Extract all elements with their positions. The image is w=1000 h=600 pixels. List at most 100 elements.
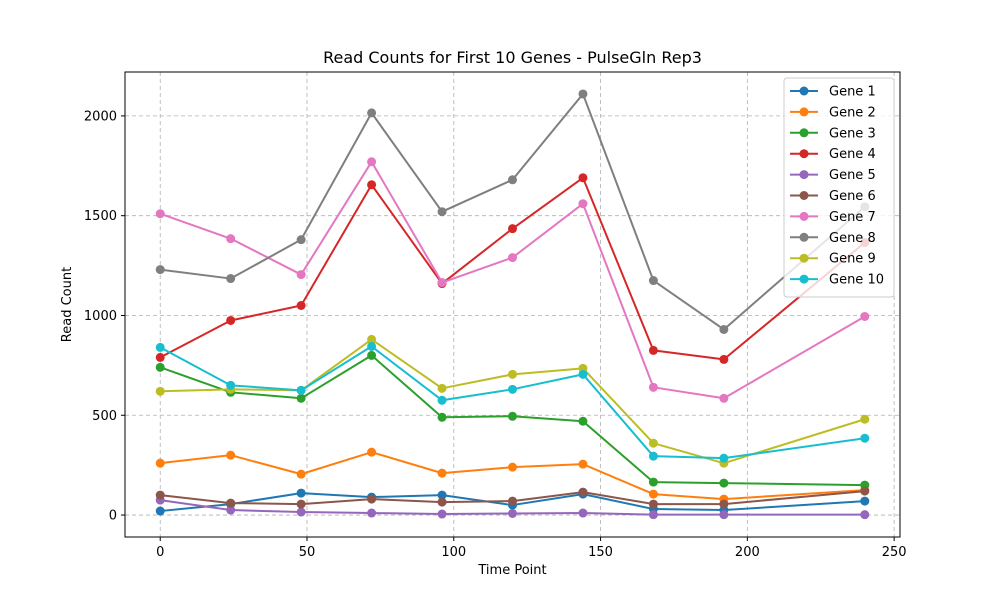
- legend-marker: [799, 232, 809, 242]
- data-point: [155, 265, 165, 275]
- data-point: [437, 395, 447, 405]
- data-point: [437, 497, 447, 507]
- legend-label: Gene 1: [829, 85, 876, 100]
- x-tick-label: 250: [882, 545, 907, 560]
- y-tick-label: 500: [92, 409, 117, 424]
- x-tick-label: 0: [156, 545, 164, 560]
- data-point: [648, 276, 658, 286]
- series-line: [160, 338, 866, 465]
- data-point: [860, 496, 870, 506]
- legend-item: Gene 10: [790, 273, 884, 288]
- series-5: [155, 495, 870, 520]
- data-point: [296, 488, 306, 498]
- data-point: [367, 341, 377, 351]
- data-point: [508, 224, 517, 234]
- data-point: [367, 447, 377, 457]
- data-point: [367, 334, 377, 344]
- y-tick-label: 1000: [84, 309, 117, 324]
- data-point: [155, 352, 165, 362]
- data-point: [367, 350, 377, 360]
- legend-label: Gene 6: [829, 189, 876, 204]
- series-2: [155, 447, 870, 504]
- data-point: [648, 451, 658, 461]
- data-point: [296, 385, 306, 395]
- data-point: [860, 510, 870, 520]
- data-point: [155, 386, 165, 396]
- data-point: [578, 199, 588, 209]
- data-point: [296, 235, 306, 245]
- data-point: [226, 505, 236, 515]
- data-point: [578, 89, 588, 99]
- data-point: [226, 498, 236, 508]
- data-point: [648, 382, 658, 392]
- legend-marker: [799, 107, 809, 117]
- data-point: [648, 510, 658, 520]
- legend-item: Gene 6: [790, 189, 876, 204]
- data-point: [367, 508, 377, 518]
- series-10: [155, 341, 870, 463]
- data-point: [578, 508, 588, 518]
- data-point: [719, 478, 729, 488]
- data-point: [296, 469, 306, 479]
- data-point: [155, 506, 165, 516]
- legend-item: Gene 4: [790, 147, 876, 162]
- data-point: [226, 234, 236, 244]
- chart-title: Read Counts for First 10 Genes - PulseGl…: [323, 48, 702, 67]
- legend-label: Gene 9: [829, 252, 876, 267]
- legend-item: Gene 2: [790, 105, 876, 120]
- data-point: [226, 380, 236, 390]
- y-tick-label: 1500: [84, 209, 117, 224]
- legend-label: Gene 8: [829, 231, 876, 246]
- series-line: [160, 490, 865, 506]
- legend-label: Gene 3: [829, 126, 876, 141]
- data-point: [155, 362, 165, 372]
- data-point: [648, 499, 658, 509]
- data-point: [578, 487, 588, 497]
- data-point: [648, 477, 658, 487]
- data-point: [508, 496, 517, 506]
- data-point: [860, 486, 870, 496]
- data-point: [367, 180, 377, 190]
- data-point: [860, 311, 870, 321]
- data-point: [860, 414, 870, 424]
- legend-label: Gene 4: [829, 147, 876, 162]
- data-point: [578, 459, 588, 469]
- data-point: [155, 458, 165, 468]
- y-tick-label: 0: [109, 509, 117, 524]
- data-point: [508, 508, 517, 518]
- legend-item: Gene 8: [790, 231, 876, 246]
- data-point: [226, 315, 236, 325]
- data-point: [578, 369, 588, 379]
- data-point: [508, 175, 517, 185]
- legend-marker: [799, 149, 809, 159]
- data-point: [648, 345, 658, 355]
- series-line: [160, 499, 865, 516]
- data-point: [437, 509, 447, 519]
- data-point: [508, 462, 517, 472]
- legend-marker: [799, 128, 809, 138]
- series-layer: [155, 89, 870, 520]
- y-axis-label: Read Count: [60, 267, 75, 342]
- legend-label: Gene 7: [829, 210, 876, 225]
- data-point: [226, 274, 236, 284]
- data-point: [719, 324, 729, 334]
- data-point: [437, 468, 447, 478]
- legend-marker: [799, 211, 809, 221]
- data-point: [155, 342, 165, 352]
- data-point: [437, 412, 447, 422]
- y-tick-label: 2000: [84, 109, 117, 124]
- data-point: [508, 411, 517, 421]
- legend-item: Gene 9: [790, 252, 876, 267]
- series-line: [159, 354, 865, 487]
- x-axis-label: Time Point: [477, 563, 546, 578]
- legend-label: Gene 10: [829, 273, 884, 288]
- data-point: [155, 209, 165, 219]
- legend-item: Gene 3: [790, 126, 876, 141]
- data-point: [508, 253, 517, 263]
- legend-item: Gene 1: [790, 85, 876, 100]
- data-point: [578, 416, 588, 426]
- data-point: [719, 354, 729, 364]
- series-9: [155, 334, 870, 468]
- plot-frame: [124, 71, 901, 538]
